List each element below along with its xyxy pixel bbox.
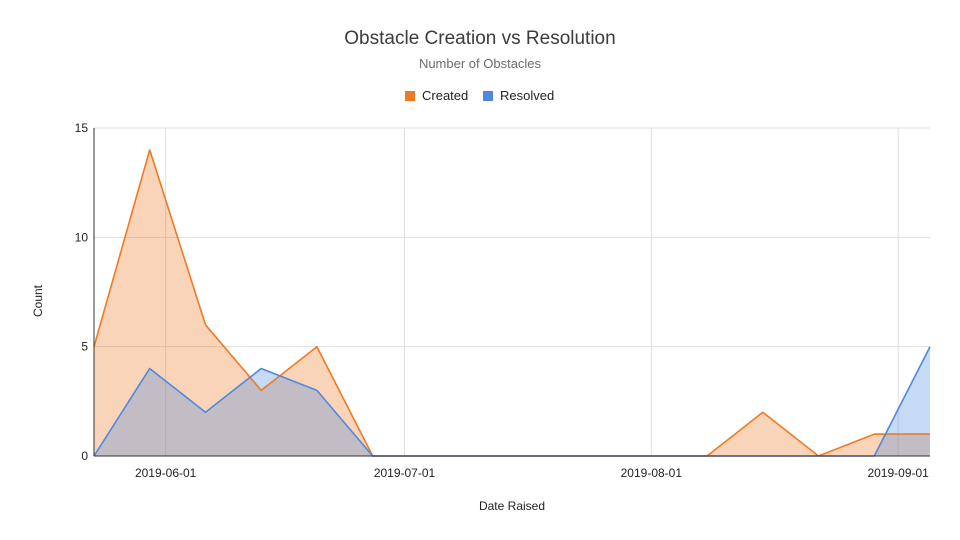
y-tick-label: 5 <box>81 340 88 354</box>
axes <box>93 128 930 457</box>
x-axis-title: Date Raised <box>479 499 545 513</box>
x-tick-label: 2019-08-01 <box>621 466 683 480</box>
y-tick-label: 0 <box>81 449 88 463</box>
x-tick-label: 2019-09-01 <box>867 466 929 480</box>
legend-swatch-created <box>405 91 415 101</box>
gridlines <box>94 127 930 456</box>
legend-label-created: Created <box>422 88 468 103</box>
area-created <box>94 149 930 456</box>
chart-title: Obstacle Creation vs Resolution <box>344 28 615 49</box>
area-resolved <box>94 346 930 456</box>
legend-label-resolved: Resolved <box>500 88 554 103</box>
y-axis-title: Count <box>31 284 45 317</box>
x-tick-label: 2019-07-01 <box>374 466 436 480</box>
y-tick-label: 15 <box>75 121 89 135</box>
legend: Created Resolved <box>405 88 554 103</box>
x-tick-labels: 2019-06-01 2019-07-01 2019-08-01 2019-09-01 <box>135 466 929 480</box>
legend-swatch-resolved <box>483 91 493 101</box>
x-tick-label: 2019-06-01 <box>135 466 197 480</box>
y-tick-labels: 0 5 10 15 <box>75 121 89 463</box>
chart-subtitle: Number of Obstacles <box>419 56 542 71</box>
y-tick-label: 10 <box>75 230 89 244</box>
plot-areas <box>94 149 930 456</box>
